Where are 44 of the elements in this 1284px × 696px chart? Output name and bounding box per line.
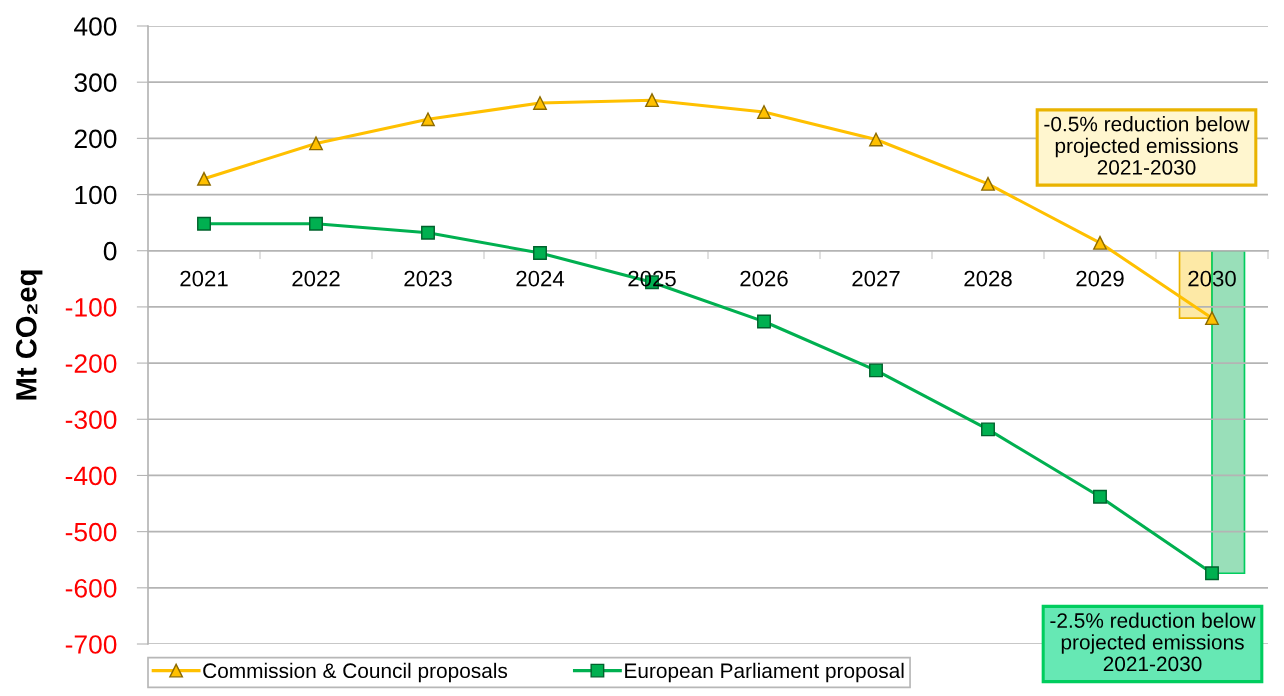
- point: [309, 136, 323, 151]
- y-tick-label: -300: [65, 410, 117, 430]
- y-tick-label: -500: [65, 522, 117, 542]
- point: [421, 112, 435, 127]
- point: [309, 216, 323, 231]
- point: [197, 216, 211, 231]
- legend-label: European Parliament proposal: [625, 662, 904, 683]
- x-tick-label: 2027: [852, 270, 900, 287]
- x-tick-label: 2021: [180, 270, 228, 287]
- point: [645, 93, 659, 108]
- x-tick-label: 2029: [1076, 270, 1124, 287]
- point: [869, 363, 883, 378]
- y-axis-title: Mt CO₂eq: [15, 270, 43, 400]
- x-tick-label: 2023: [404, 270, 452, 287]
- x-tick-label: 2026: [740, 270, 788, 287]
- annotation: -2.5% reduction below projected emissions 2021-2030: [1050, 612, 1256, 672]
- x-tick-label: 2022: [292, 270, 340, 287]
- y-tick-label: 0: [103, 241, 117, 261]
- x-tick-label: 2024: [516, 270, 565, 287]
- y-tick-label: -200: [65, 354, 117, 373]
- point: [981, 422, 995, 437]
- annotation: -0.5% reduction below projected emissions 2021-2030: [1044, 116, 1250, 175]
- point: [1093, 489, 1107, 504]
- point: [421, 225, 435, 240]
- y-tick-label: -100: [65, 298, 117, 317]
- x-tick-label: 2028: [964, 270, 1012, 287]
- point: [757, 105, 771, 119]
- point: [1205, 566, 1219, 581]
- y-tick-label: -600: [65, 578, 117, 598]
- y-tick-label: -700: [65, 635, 117, 654]
- point: [1205, 311, 1219, 326]
- point: [533, 246, 547, 260]
- point: [981, 176, 995, 191]
- point: [869, 132, 883, 147]
- point: [1093, 235, 1107, 250]
- y-tick-label: 200: [74, 129, 117, 149]
- y-tick-label: 100: [75, 185, 117, 205]
- point: [757, 314, 771, 329]
- y-tick-label: 400: [74, 17, 117, 36]
- point: [533, 96, 547, 110]
- legend-label: Commission & Council proposals: [203, 662, 508, 683]
- y-tick-label: -400: [65, 466, 117, 486]
- y-tick-label: 300: [74, 73, 117, 92]
- point: [197, 171, 211, 186]
